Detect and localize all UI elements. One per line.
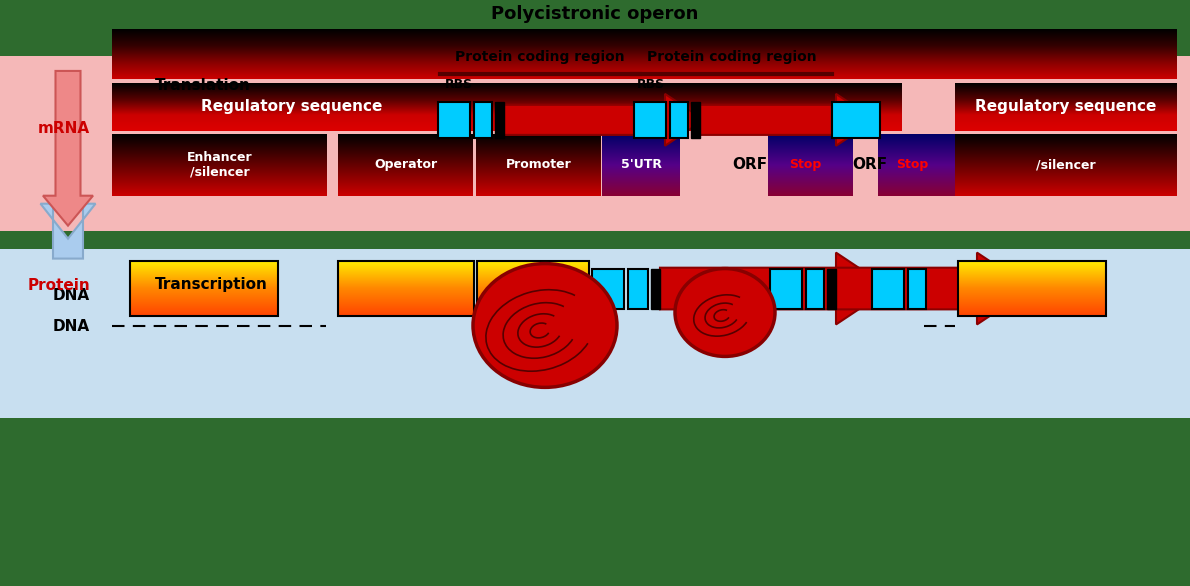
- Text: Enhancer
/silencer: Enhancer /silencer: [187, 151, 252, 179]
- Bar: [806, 268, 823, 308]
- Text: Regulatory sequence: Regulatory sequence: [201, 100, 383, 114]
- Text: Protein: Protein: [27, 278, 90, 293]
- Bar: [495, 102, 505, 138]
- Polygon shape: [700, 94, 875, 146]
- Bar: [908, 268, 926, 308]
- Bar: [0, 248, 1190, 418]
- Ellipse shape: [675, 268, 775, 356]
- Bar: [477, 261, 589, 316]
- Text: 5'UTR: 5'UTR: [620, 158, 662, 171]
- Bar: [591, 268, 624, 308]
- Bar: [827, 268, 837, 308]
- Bar: [958, 261, 1106, 316]
- Text: DNA: DNA: [52, 319, 90, 334]
- Text: Translation: Translation: [155, 78, 251, 93]
- Bar: [770, 268, 802, 308]
- Text: Polycistronic operon: Polycistronic operon: [491, 5, 699, 23]
- Bar: [438, 102, 470, 138]
- Bar: [691, 102, 700, 138]
- Polygon shape: [837, 253, 1031, 325]
- Polygon shape: [505, 94, 704, 146]
- Text: /silencer: /silencer: [1036, 158, 1096, 171]
- Bar: [651, 268, 660, 308]
- Text: RBS: RBS: [637, 78, 665, 91]
- Text: Regulatory sequence: Regulatory sequence: [976, 100, 1157, 114]
- Text: Protein coding region: Protein coding region: [647, 50, 816, 64]
- Polygon shape: [43, 71, 93, 226]
- Bar: [130, 261, 278, 316]
- Text: ORF: ORF: [732, 157, 768, 172]
- Text: RBS: RBS: [445, 78, 474, 91]
- Bar: [670, 102, 688, 138]
- Bar: [872, 268, 904, 308]
- Text: mRNA: mRNA: [38, 121, 90, 136]
- Text: ORF: ORF: [852, 157, 888, 172]
- Bar: [634, 102, 666, 138]
- Polygon shape: [660, 253, 890, 325]
- Bar: [338, 261, 474, 316]
- Text: Protein coding region: Protein coding region: [456, 50, 625, 64]
- Text: Promoter: Promoter: [506, 158, 571, 171]
- Ellipse shape: [472, 264, 616, 387]
- Text: Transcription: Transcription: [155, 277, 268, 292]
- Text: Stop: Stop: [896, 158, 928, 171]
- Bar: [628, 268, 649, 308]
- Text: DNA: DNA: [52, 288, 90, 303]
- Bar: [832, 102, 879, 138]
- Bar: [474, 102, 491, 138]
- Text: Operator: Operator: [374, 158, 437, 171]
- Text: Stop: Stop: [789, 158, 821, 171]
- Polygon shape: [40, 204, 95, 258]
- Bar: [0, 56, 1190, 231]
